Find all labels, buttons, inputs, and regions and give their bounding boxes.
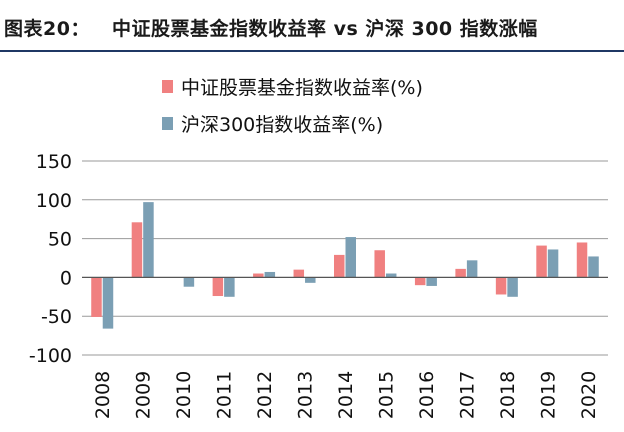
x-tick-label: 2010 <box>173 371 195 419</box>
x-tick-label: 2018 <box>497 371 519 419</box>
bar-csi300-2012 <box>264 271 276 278</box>
bar-csi300-2015 <box>385 273 397 278</box>
title-underline <box>0 50 624 52</box>
bar-csi300-2019 <box>547 249 559 278</box>
x-tick-label: 2014 <box>335 371 357 419</box>
legend: 中证股票基金指数收益率(%) 沪深300指数收益率(%) <box>162 77 423 136</box>
y-tick-label: -100 <box>29 345 72 367</box>
bar-csi300-2017 <box>466 260 478 278</box>
bar-fund-index-2020 <box>576 242 588 278</box>
bar-csi300-2014 <box>345 237 356 278</box>
bar-fund-index-2011 <box>212 277 224 297</box>
bar-fund-index-2012 <box>253 273 264 278</box>
legend-swatch-series-a <box>162 80 173 93</box>
bar-fund-index-2016 <box>414 277 426 286</box>
bar-chart: 中证股票基金指数收益率(%) 沪深300指数收益率(%) 150 100 50 … <box>29 77 608 419</box>
y-tick-label: 0 <box>60 267 72 289</box>
bar-fund-index-2018 <box>495 277 507 295</box>
bar-fund-index-2015 <box>374 250 385 278</box>
bar-csi300-2011 <box>224 277 235 297</box>
bar-csi300-2008 <box>102 277 114 329</box>
bar-csi300-2020 <box>588 256 599 278</box>
bar-fund-index-2013 <box>293 269 305 278</box>
bar-fund-index-2014 <box>334 254 345 278</box>
x-tick-label: 2017 <box>456 371 478 419</box>
x-tick-label: 2012 <box>254 371 276 419</box>
bar-csi300-2010 <box>183 277 195 287</box>
bar-fund-index-2017 <box>455 268 466 278</box>
bar-csi300-2009 <box>143 202 154 278</box>
x-tick-label: 2015 <box>375 371 397 419</box>
legend-label-series-a: 中证股票基金指数收益率(%) <box>181 77 423 99</box>
x-tick-label: 2011 <box>214 371 236 419</box>
y-tick-label: -50 <box>41 306 72 328</box>
bar-fund-index-2008 <box>91 277 102 317</box>
legend-swatch-series-b <box>162 117 173 130</box>
bar-series <box>91 202 599 329</box>
x-tick-label: 2019 <box>537 371 559 419</box>
y-axis-ticks: 150 100 50 0 -50 -100 <box>29 151 72 367</box>
x-axis-ticks: 2008 2009 2010 2011 2012 2013 2014 2015 … <box>92 371 600 419</box>
legend-label-series-b: 沪深300指数收益率(%) <box>181 114 383 136</box>
x-tick-label: 2020 <box>578 371 600 419</box>
x-tick-label: 2016 <box>416 371 438 419</box>
bar-fund-index-2019 <box>536 245 547 278</box>
bar-fund-index-2009 <box>131 222 143 278</box>
x-tick-label: 2009 <box>133 371 155 419</box>
figure-title: 图表20： 中证股票基金指数收益率 vs 沪深 300 指数涨幅 <box>4 14 538 41</box>
x-tick-label: 2008 <box>92 371 114 419</box>
gridlines <box>82 160 608 356</box>
figure-title-text: 中证股票基金指数收益率 vs 沪深 300 指数涨幅 <box>111 18 538 40</box>
bar-csi300-2013 <box>305 277 316 283</box>
figure-label: 图表20： <box>4 18 90 40</box>
y-tick-label: 100 <box>36 190 72 212</box>
bar-csi300-2018 <box>507 277 518 297</box>
y-tick-label: 50 <box>48 229 72 251</box>
figure-header: 图表20： 中证股票基金指数收益率 vs 沪深 300 指数涨幅 <box>0 0 624 52</box>
bar-csi300-2016 <box>426 277 437 286</box>
x-tick-label: 2013 <box>295 371 317 419</box>
y-tick-label: 150 <box>36 151 72 173</box>
